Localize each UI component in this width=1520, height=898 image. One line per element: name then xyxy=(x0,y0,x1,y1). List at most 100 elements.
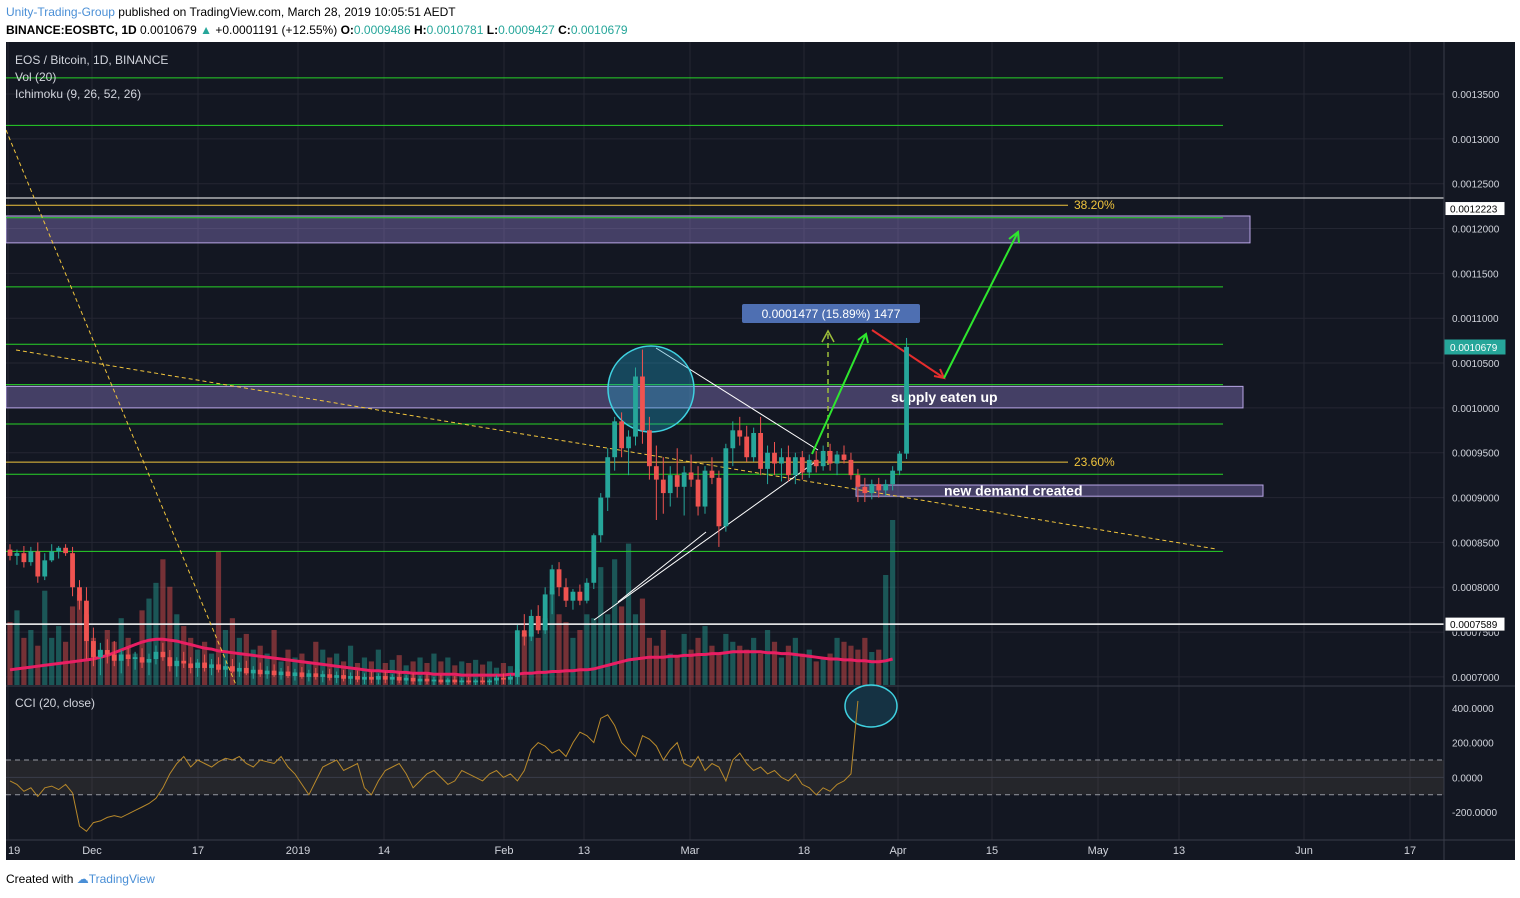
candle-body xyxy=(841,454,847,460)
candle-body xyxy=(535,615,541,631)
volume-bar xyxy=(528,630,534,685)
volume-bar xyxy=(76,594,83,685)
price-tick-label: 0.0010500 xyxy=(1452,359,1500,370)
candle-body xyxy=(556,569,562,588)
volume-bar xyxy=(688,649,694,685)
candle-body xyxy=(514,630,520,677)
volume-bar xyxy=(375,649,381,685)
volume-bar xyxy=(174,614,180,685)
candle-body xyxy=(466,680,472,683)
volume-bar xyxy=(243,633,249,685)
candle-body xyxy=(473,680,479,683)
candle-body xyxy=(424,678,430,682)
candle-body xyxy=(14,553,20,556)
price-tick-label: 0.0008500 xyxy=(1452,538,1500,549)
candle-body xyxy=(181,660,187,664)
candle-body xyxy=(549,569,555,595)
candle-body xyxy=(633,376,638,437)
candle-body xyxy=(230,666,235,672)
candle-body xyxy=(688,472,694,480)
legend-volume: Vol (20) xyxy=(15,70,56,84)
price-zone xyxy=(6,215,1251,244)
volume-bar xyxy=(764,630,771,685)
candle-body xyxy=(751,433,757,458)
volume-bar xyxy=(591,618,597,685)
volume-bar xyxy=(612,559,618,685)
candle-body xyxy=(542,594,548,631)
candle-body xyxy=(56,547,62,552)
author-link[interactable]: Unity-Trading-Group xyxy=(6,5,115,19)
price-label: 0.0010679 xyxy=(1450,343,1498,354)
candle-body xyxy=(77,587,82,601)
volume-bar xyxy=(883,575,889,685)
tradingview-link[interactable]: TradingView xyxy=(88,872,155,886)
volume-bar xyxy=(632,614,639,685)
price-tick-label: 0.0013000 xyxy=(1452,135,1500,146)
candle-body xyxy=(890,470,896,485)
price-tick-label: 0.0013500 xyxy=(1452,90,1500,101)
candle-body xyxy=(667,475,673,494)
change-arrow-icon: ▲ xyxy=(200,23,212,37)
candle-body xyxy=(855,475,861,487)
candle-body xyxy=(577,591,583,601)
volume-bar xyxy=(396,655,402,685)
time-tick-label: Dec xyxy=(82,845,102,857)
legend-cci: CCI (20, close) xyxy=(15,696,95,710)
candle-body xyxy=(111,654,117,661)
candle-body xyxy=(49,551,55,561)
volume-bar xyxy=(431,653,437,685)
volume-bar xyxy=(855,649,861,685)
high-value: 0.0010781 xyxy=(426,23,484,37)
volume-bar xyxy=(535,637,541,685)
candle-body xyxy=(786,457,791,476)
candle-body xyxy=(84,600,89,642)
candle-body xyxy=(445,679,451,683)
volume-bar xyxy=(556,614,562,685)
candle-body xyxy=(813,459,819,467)
measure-arrow-icon xyxy=(821,329,835,343)
volume-bar xyxy=(542,618,548,685)
candle-body xyxy=(744,436,750,458)
price-chart[interactable]: supply eaten up new demand created 38.20%… xyxy=(6,42,1515,860)
candle-body xyxy=(528,615,534,637)
candle-body xyxy=(236,667,242,672)
volume-bar xyxy=(890,520,896,685)
price-tick-label: 0.0009000 xyxy=(1452,494,1500,505)
candle-body xyxy=(605,457,611,498)
candle-body xyxy=(70,553,75,588)
price-tick-label: 0.0007000 xyxy=(1452,673,1500,684)
volume-bar xyxy=(486,661,493,685)
trend-line-dashed xyxy=(6,129,237,686)
candle-body xyxy=(619,421,624,449)
volume-bar xyxy=(605,614,611,685)
candle-body xyxy=(250,669,256,674)
candle-body xyxy=(883,484,889,491)
candle-body xyxy=(355,676,360,680)
candle-body xyxy=(508,676,513,680)
candle-body xyxy=(737,430,743,437)
candle-body xyxy=(389,676,395,680)
triangle-upper-line xyxy=(655,347,819,451)
cci-tick-label: 0.0000 xyxy=(1452,773,1483,784)
candle-body xyxy=(431,679,437,682)
volume-bar xyxy=(521,633,527,685)
volume-bar xyxy=(834,637,840,685)
volume-bar xyxy=(570,637,576,685)
candle-body xyxy=(42,560,48,577)
fib-label: 23.60% xyxy=(1074,455,1115,469)
last-price: 0.0010679 xyxy=(140,23,197,37)
zone-label: supply eaten up xyxy=(891,389,998,405)
candle-body xyxy=(792,457,798,476)
time-tick-label: 18 xyxy=(798,845,810,857)
candle-body xyxy=(223,666,228,670)
cci-highlight-circle xyxy=(844,684,898,728)
volume-bar xyxy=(577,630,583,685)
candle-body xyxy=(320,674,326,677)
volume-bar xyxy=(347,645,354,685)
volume-bar xyxy=(56,626,62,685)
candle-body xyxy=(612,421,618,458)
time-tick-label: 13 xyxy=(1173,845,1185,857)
cci-line xyxy=(9,700,859,832)
time-tick-label: 19 xyxy=(8,845,20,857)
price-tick-label: 0.0007500 xyxy=(1452,628,1500,639)
